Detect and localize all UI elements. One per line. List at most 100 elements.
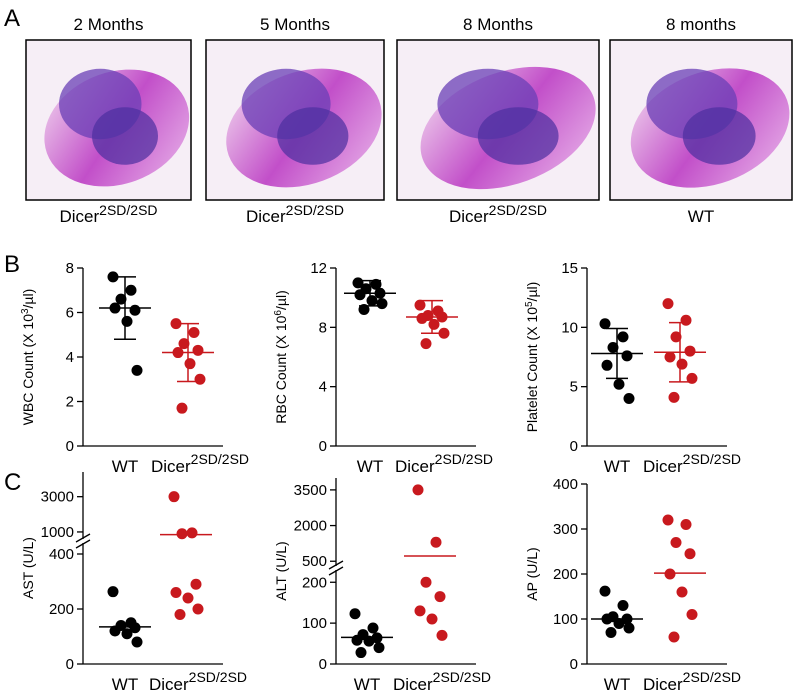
image-caption: Dicer2SD/2SD: [59, 202, 157, 226]
data-point: [426, 613, 438, 625]
caption-text: Dicer: [449, 207, 489, 226]
caption-text: Dicer: [59, 207, 99, 226]
x-tick-label: WT: [604, 675, 630, 694]
image-title: 2 Months: [74, 15, 144, 34]
data-point: [664, 351, 676, 363]
data-point: [352, 277, 364, 289]
y-tick-label: 200: [302, 574, 327, 591]
y-tick-label: 15: [561, 260, 578, 277]
y-label-superscript: 3: [20, 308, 31, 314]
data-point: [680, 519, 692, 530]
data-point: [376, 298, 388, 310]
data-point: [190, 578, 202, 590]
data-point: [370, 278, 382, 290]
data-point: [129, 622, 141, 634]
y-tick-label: 0: [66, 438, 74, 455]
y-label-text: /µl): [273, 290, 289, 310]
panel-label: A: [4, 5, 20, 32]
data-point: [662, 514, 674, 526]
data-point: [686, 609, 698, 620]
caption-text: Dicer: [246, 207, 286, 226]
data-point: [192, 344, 204, 356]
x-tick-label: Dicer2SD/2SD: [643, 451, 741, 476]
data-point: [430, 536, 442, 548]
y-axis-label: ALT (U/L): [273, 541, 289, 600]
data-point: [623, 622, 635, 634]
data-point: [420, 576, 432, 588]
data-point: [621, 350, 633, 362]
category: Dicer: [643, 675, 683, 694]
x-tick-label: Dicer2SD/2SD: [393, 669, 491, 694]
data-point: [355, 647, 367, 659]
data-point: [438, 327, 450, 339]
y-axis-label: WBC Count (X 103/µl): [20, 289, 36, 426]
data-point: [194, 373, 206, 385]
data-point: [115, 293, 127, 305]
y-tick-label: 5: [570, 379, 578, 396]
category-superscript: 2SD/2SD: [435, 451, 493, 467]
y-tick-label: 200: [553, 566, 578, 583]
data-point: [414, 299, 426, 311]
y-tick-label: 2: [66, 394, 74, 411]
data-point: [176, 528, 188, 540]
data-point: [428, 318, 440, 330]
data-point: [170, 318, 182, 330]
y-tick-label: 0: [570, 438, 578, 455]
axis-break: [75, 539, 91, 549]
image-caption: Dicer2SD/2SD: [449, 202, 547, 226]
data-point: [668, 631, 680, 643]
category: Dicer: [151, 457, 191, 476]
caption-superscript: 2SD/2SD: [489, 202, 547, 218]
y-tick-label: 6: [66, 305, 74, 322]
y-label-text: Platelet Count (X 10: [524, 307, 540, 433]
data-point: [192, 603, 204, 615]
data-point: [684, 548, 696, 560]
y-tick-label: 0: [66, 656, 74, 673]
data-point: [186, 527, 198, 539]
image-title: 5 Months: [260, 15, 330, 34]
data-point: [184, 358, 196, 370]
data-point: [349, 608, 361, 620]
y-label-text: ALT (U/L): [273, 541, 289, 600]
y-axis-label: Platelet Count (X 105/µl): [524, 282, 540, 433]
y-label-superscript: 6: [273, 310, 284, 316]
caption-superscript: 2SD/2SD: [286, 202, 344, 218]
category: Dicer: [149, 675, 189, 694]
y-tick-label: 400: [553, 476, 578, 493]
marrow: [477, 107, 559, 165]
y-tick-label: 3000: [41, 489, 74, 506]
axis-break: [328, 560, 344, 570]
category-superscript: 2SD/2SD: [189, 669, 247, 685]
data-point: [670, 331, 682, 343]
data-point: [351, 634, 363, 646]
data-point: [599, 585, 611, 597]
data-point: [170, 587, 182, 598]
data-point: [623, 393, 635, 405]
data-point: [121, 628, 133, 640]
y-tick-label: 0: [319, 438, 327, 455]
category: Dicer: [395, 457, 435, 476]
image-title: 8 Months: [463, 15, 533, 34]
category: Dicer: [393, 675, 433, 694]
data-point: [109, 625, 121, 637]
category: WT: [112, 457, 138, 476]
data-point: [109, 302, 121, 314]
data-point: [434, 591, 446, 603]
data-point: [182, 592, 194, 604]
y-tick-label: 100: [302, 615, 327, 632]
category-superscript: 2SD/2SD: [191, 451, 249, 467]
data-point: [676, 586, 688, 598]
image-frame: [205, 39, 385, 201]
y-tick-label: 2000: [294, 518, 327, 535]
data-point: [174, 609, 186, 620]
image-frame: [396, 39, 600, 201]
data-point: [121, 315, 133, 327]
data-point: [363, 635, 375, 647]
data-point: [188, 327, 200, 339]
y-tick-label: 12: [310, 260, 327, 277]
data-point: [617, 600, 629, 611]
data-point: [178, 338, 190, 350]
data-point: [367, 622, 379, 634]
y-label-text: WBC Count (X 10: [20, 314, 36, 425]
image-title: 8 months: [666, 15, 736, 34]
